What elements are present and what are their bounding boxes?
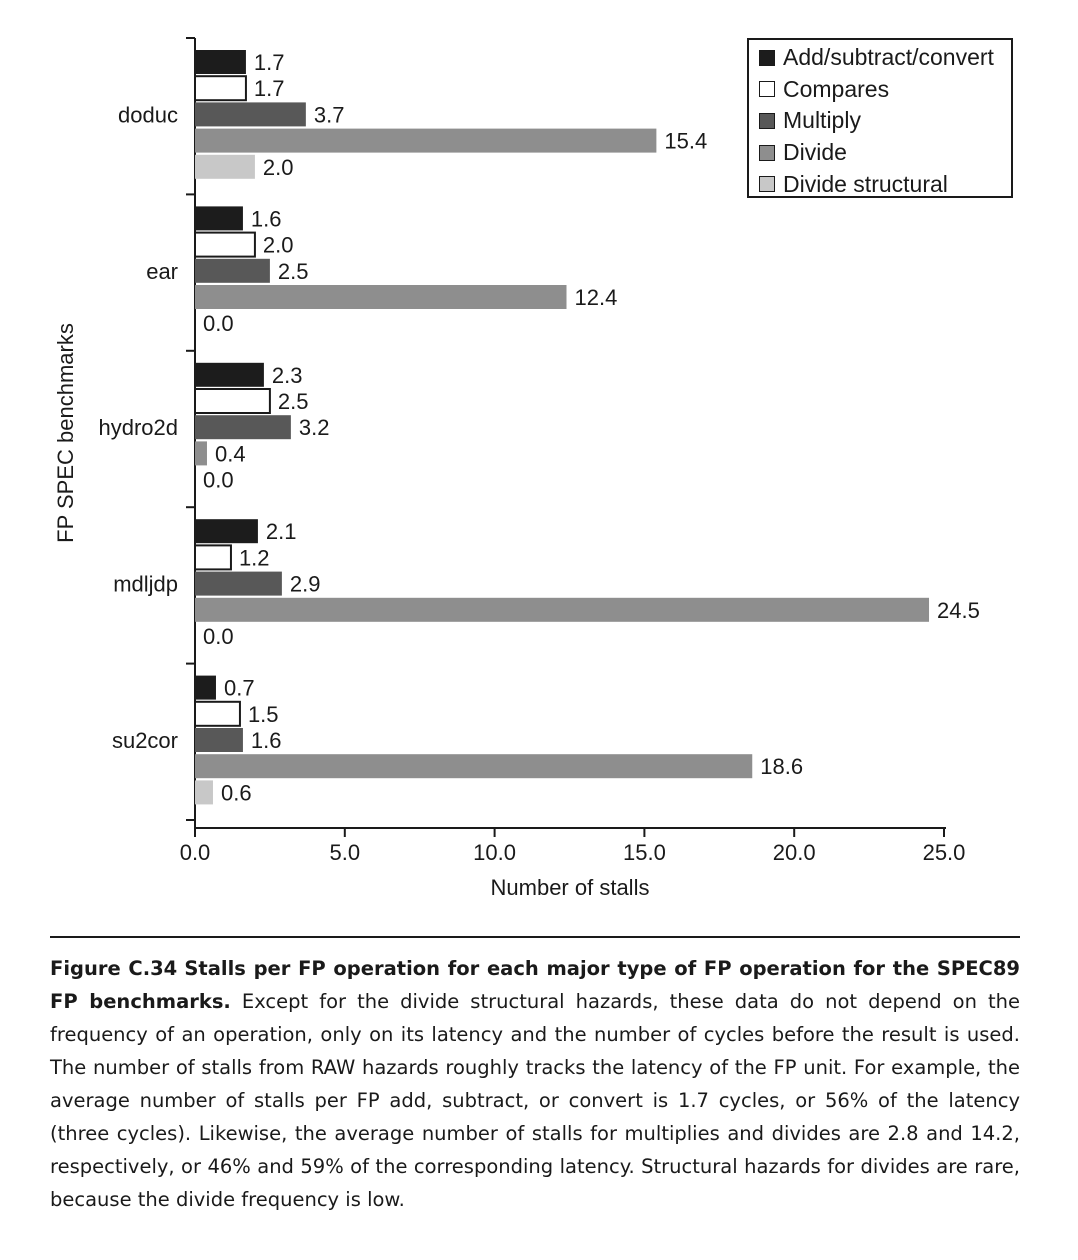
data-label: 2.1 <box>266 519 297 544</box>
x-tick-label: 10.0 <box>473 840 516 865</box>
data-label: 2.5 <box>278 259 309 284</box>
x-tick-label: 15.0 <box>623 840 666 865</box>
data-label: 2.0 <box>263 233 294 258</box>
bar <box>195 285 567 309</box>
legend-item-divide: Divide <box>759 137 1011 169</box>
category-label: su2cor <box>112 728 178 753</box>
caption-body: Except for the divide structural hazards… <box>50 990 1020 1211</box>
data-label: 0.4 <box>215 441 246 466</box>
data-label: 1.6 <box>251 206 282 231</box>
data-label: 3.2 <box>299 415 330 440</box>
data-labels: 1.71.73.715.42.01.62.02.512.40.02.32.53.… <box>203 50 980 805</box>
data-label: 2.5 <box>278 389 309 414</box>
bar <box>194 544 232 571</box>
bar <box>195 415 291 440</box>
data-label: 18.6 <box>760 754 803 779</box>
data-label: 0.6 <box>221 780 252 805</box>
bar <box>195 258 270 283</box>
category-labels: doduc ear hydro2d mdljdp su2cor <box>98 102 178 753</box>
caption-divider <box>50 936 1020 938</box>
bar <box>195 571 282 596</box>
legend-swatch <box>759 81 775 98</box>
bar <box>195 728 243 752</box>
x-tick-label: 5.0 <box>330 840 361 865</box>
legend-item-add-subtract-convert: Add/subtract/convert <box>759 42 1011 74</box>
data-label: 15.4 <box>664 129 707 154</box>
figure-caption: Figure C.34 Stalls per FP operation for … <box>50 952 1020 1216</box>
legend-item-multiply: Multiply <box>759 105 1011 137</box>
bar <box>195 441 207 466</box>
x-tick-label: 20.0 <box>773 840 816 865</box>
x-axis-title: Number of stalls <box>491 875 650 900</box>
data-label: 3.7 <box>314 102 345 127</box>
caption-title: Stalls per FP operation for each major t… <box>50 957 1020 1013</box>
data-label: 0.0 <box>203 468 234 493</box>
bar-chart: 0.0 5.0 10.0 15.0 20.0 25.0 1.71.73.715.42.01… <box>53 37 980 900</box>
data-label: 24.5 <box>937 598 980 623</box>
legend-swatch <box>759 144 775 161</box>
bar <box>195 362 264 387</box>
category-label: doduc <box>118 102 178 127</box>
bar <box>195 519 258 544</box>
legend-swatch <box>759 49 775 66</box>
data-label: 2.9 <box>290 572 321 597</box>
bar <box>195 154 255 179</box>
legend-swatch <box>759 112 775 129</box>
legend-label: Divide structural <box>783 170 948 197</box>
bar <box>194 700 241 727</box>
data-label: 0.7 <box>224 676 255 701</box>
category-label: mdljdp <box>113 572 178 597</box>
legend-swatch <box>759 176 775 193</box>
category-label: hydro2d <box>98 415 178 440</box>
y-axis-ticks <box>186 37 195 821</box>
legend-label: Multiply <box>783 107 861 134</box>
category-label: ear <box>146 259 178 284</box>
caption-label: Figure C.34 <box>50 957 178 980</box>
bar <box>195 206 243 231</box>
legend-label: Add/subtract/convert <box>783 44 994 71</box>
legend-label: Divide <box>783 139 847 166</box>
x-axis-ticks: 0.0 5.0 10.0 15.0 20.0 25.0 <box>180 828 966 865</box>
bar <box>194 231 256 258</box>
data-label: 1.6 <box>251 728 282 753</box>
bar <box>195 754 753 779</box>
data-label: 1.7 <box>254 76 285 101</box>
bar <box>195 597 930 622</box>
bar <box>194 388 271 414</box>
data-label: 12.4 <box>575 285 618 310</box>
data-label: 2.3 <box>272 363 303 388</box>
bar <box>195 780 213 805</box>
chart-legend: Add/subtract/convert Compares Multiply D… <box>747 38 1013 198</box>
data-label: 0.0 <box>203 624 234 649</box>
x-tick-label: 25.0 <box>923 840 966 865</box>
data-label: 1.7 <box>254 50 285 75</box>
bar <box>195 675 216 700</box>
legend-label: Compares <box>783 75 890 102</box>
bar-series <box>194 50 930 805</box>
bar <box>194 75 247 102</box>
bar <box>195 102 306 127</box>
bar <box>195 50 246 74</box>
data-label: 0.0 <box>203 311 234 336</box>
x-tick-label: 0.0 <box>180 840 211 865</box>
y-axis-title: FP SPEC benchmarks <box>53 323 78 543</box>
legend-item-compares: Compares <box>759 74 1011 106</box>
bar <box>195 128 657 153</box>
data-label: 1.5 <box>248 702 279 727</box>
legend-item-divide-structural: Divide structural <box>759 168 1011 200</box>
data-label: 2.0 <box>263 155 294 180</box>
data-label: 1.2 <box>239 545 270 570</box>
